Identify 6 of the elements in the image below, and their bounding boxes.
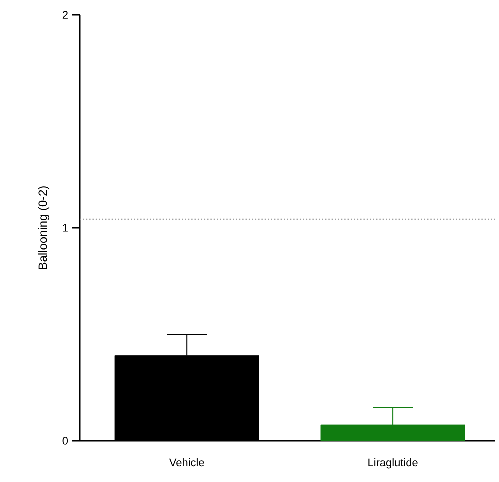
x-tick-label: Vehicle bbox=[169, 458, 204, 467]
x-tick-label: Liraglutide bbox=[368, 458, 418, 469]
y-tick-label: 0 bbox=[62, 437, 68, 445]
y-tick-label: 1 bbox=[63, 224, 68, 232]
y-tick-label: 2 bbox=[62, 11, 68, 19]
y-axis-title: Ballooning (0-2) bbox=[38, 186, 50, 270]
